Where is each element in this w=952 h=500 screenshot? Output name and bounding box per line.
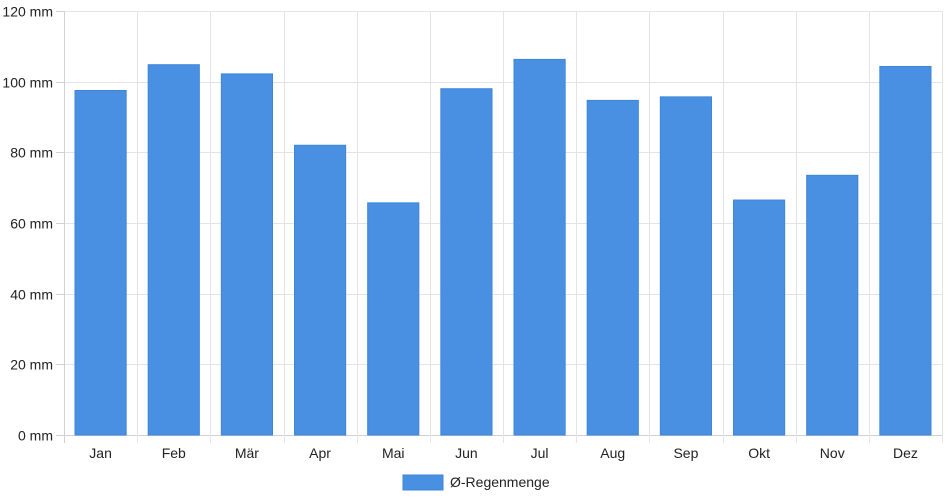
- x-tick-label: Sep: [673, 445, 698, 461]
- y-tick-label: 80 mm: [10, 145, 53, 161]
- y-tick-label: 120 mm: [2, 4, 53, 20]
- legend-label[interactable]: Ø-Regenmenge: [450, 474, 550, 490]
- bar-feb[interactable]: [147, 64, 200, 436]
- x-tick-label: Mär: [235, 445, 259, 461]
- grid-layer: [64, 11, 943, 443]
- bar-dez[interactable]: [879, 65, 932, 436]
- x-tick-label: Nov: [820, 445, 845, 461]
- x-tick-label: Aug: [600, 445, 625, 461]
- axis-layer: 0 mm 20 mm 40 mm 60 mm 80 mm 100 mm 120 mm Jan F…: [2, 4, 917, 462]
- bar-mai[interactable]: [367, 202, 420, 436]
- bar-jul[interactable]: [513, 58, 566, 436]
- y-tick-label: 100 mm: [2, 75, 53, 91]
- x-tick-label: Jun: [455, 445, 478, 461]
- x-tick-label: Apr: [309, 445, 331, 461]
- y-tick-label: 20 mm: [10, 357, 53, 373]
- bar-sep[interactable]: [659, 96, 713, 436]
- bar-okt[interactable]: [733, 199, 786, 436]
- x-tick-label: Mai: [382, 445, 405, 461]
- x-tick-label: Jan: [89, 445, 112, 461]
- bar-jan[interactable]: [74, 90, 127, 436]
- bar-mär[interactable]: [220, 73, 273, 436]
- y-tick-label: 40 mm: [10, 287, 53, 303]
- bar-apr[interactable]: [294, 144, 347, 436]
- legend-swatch[interactable]: [402, 474, 444, 491]
- y-tick-label: 0 mm: [18, 428, 53, 444]
- bar-nov[interactable]: [806, 174, 859, 436]
- bar-jun[interactable]: [440, 88, 493, 436]
- bar-layer: [74, 58, 932, 436]
- x-tick-label: Dez: [893, 445, 918, 461]
- x-tick-label: Okt: [748, 445, 770, 461]
- x-tick-label: Jul: [531, 445, 549, 461]
- bar-aug[interactable]: [586, 99, 639, 436]
- x-tick-label: Feb: [162, 445, 186, 461]
- y-tick-label: 60 mm: [10, 216, 53, 232]
- legend[interactable]: Ø-Regenmenge: [402, 474, 550, 491]
